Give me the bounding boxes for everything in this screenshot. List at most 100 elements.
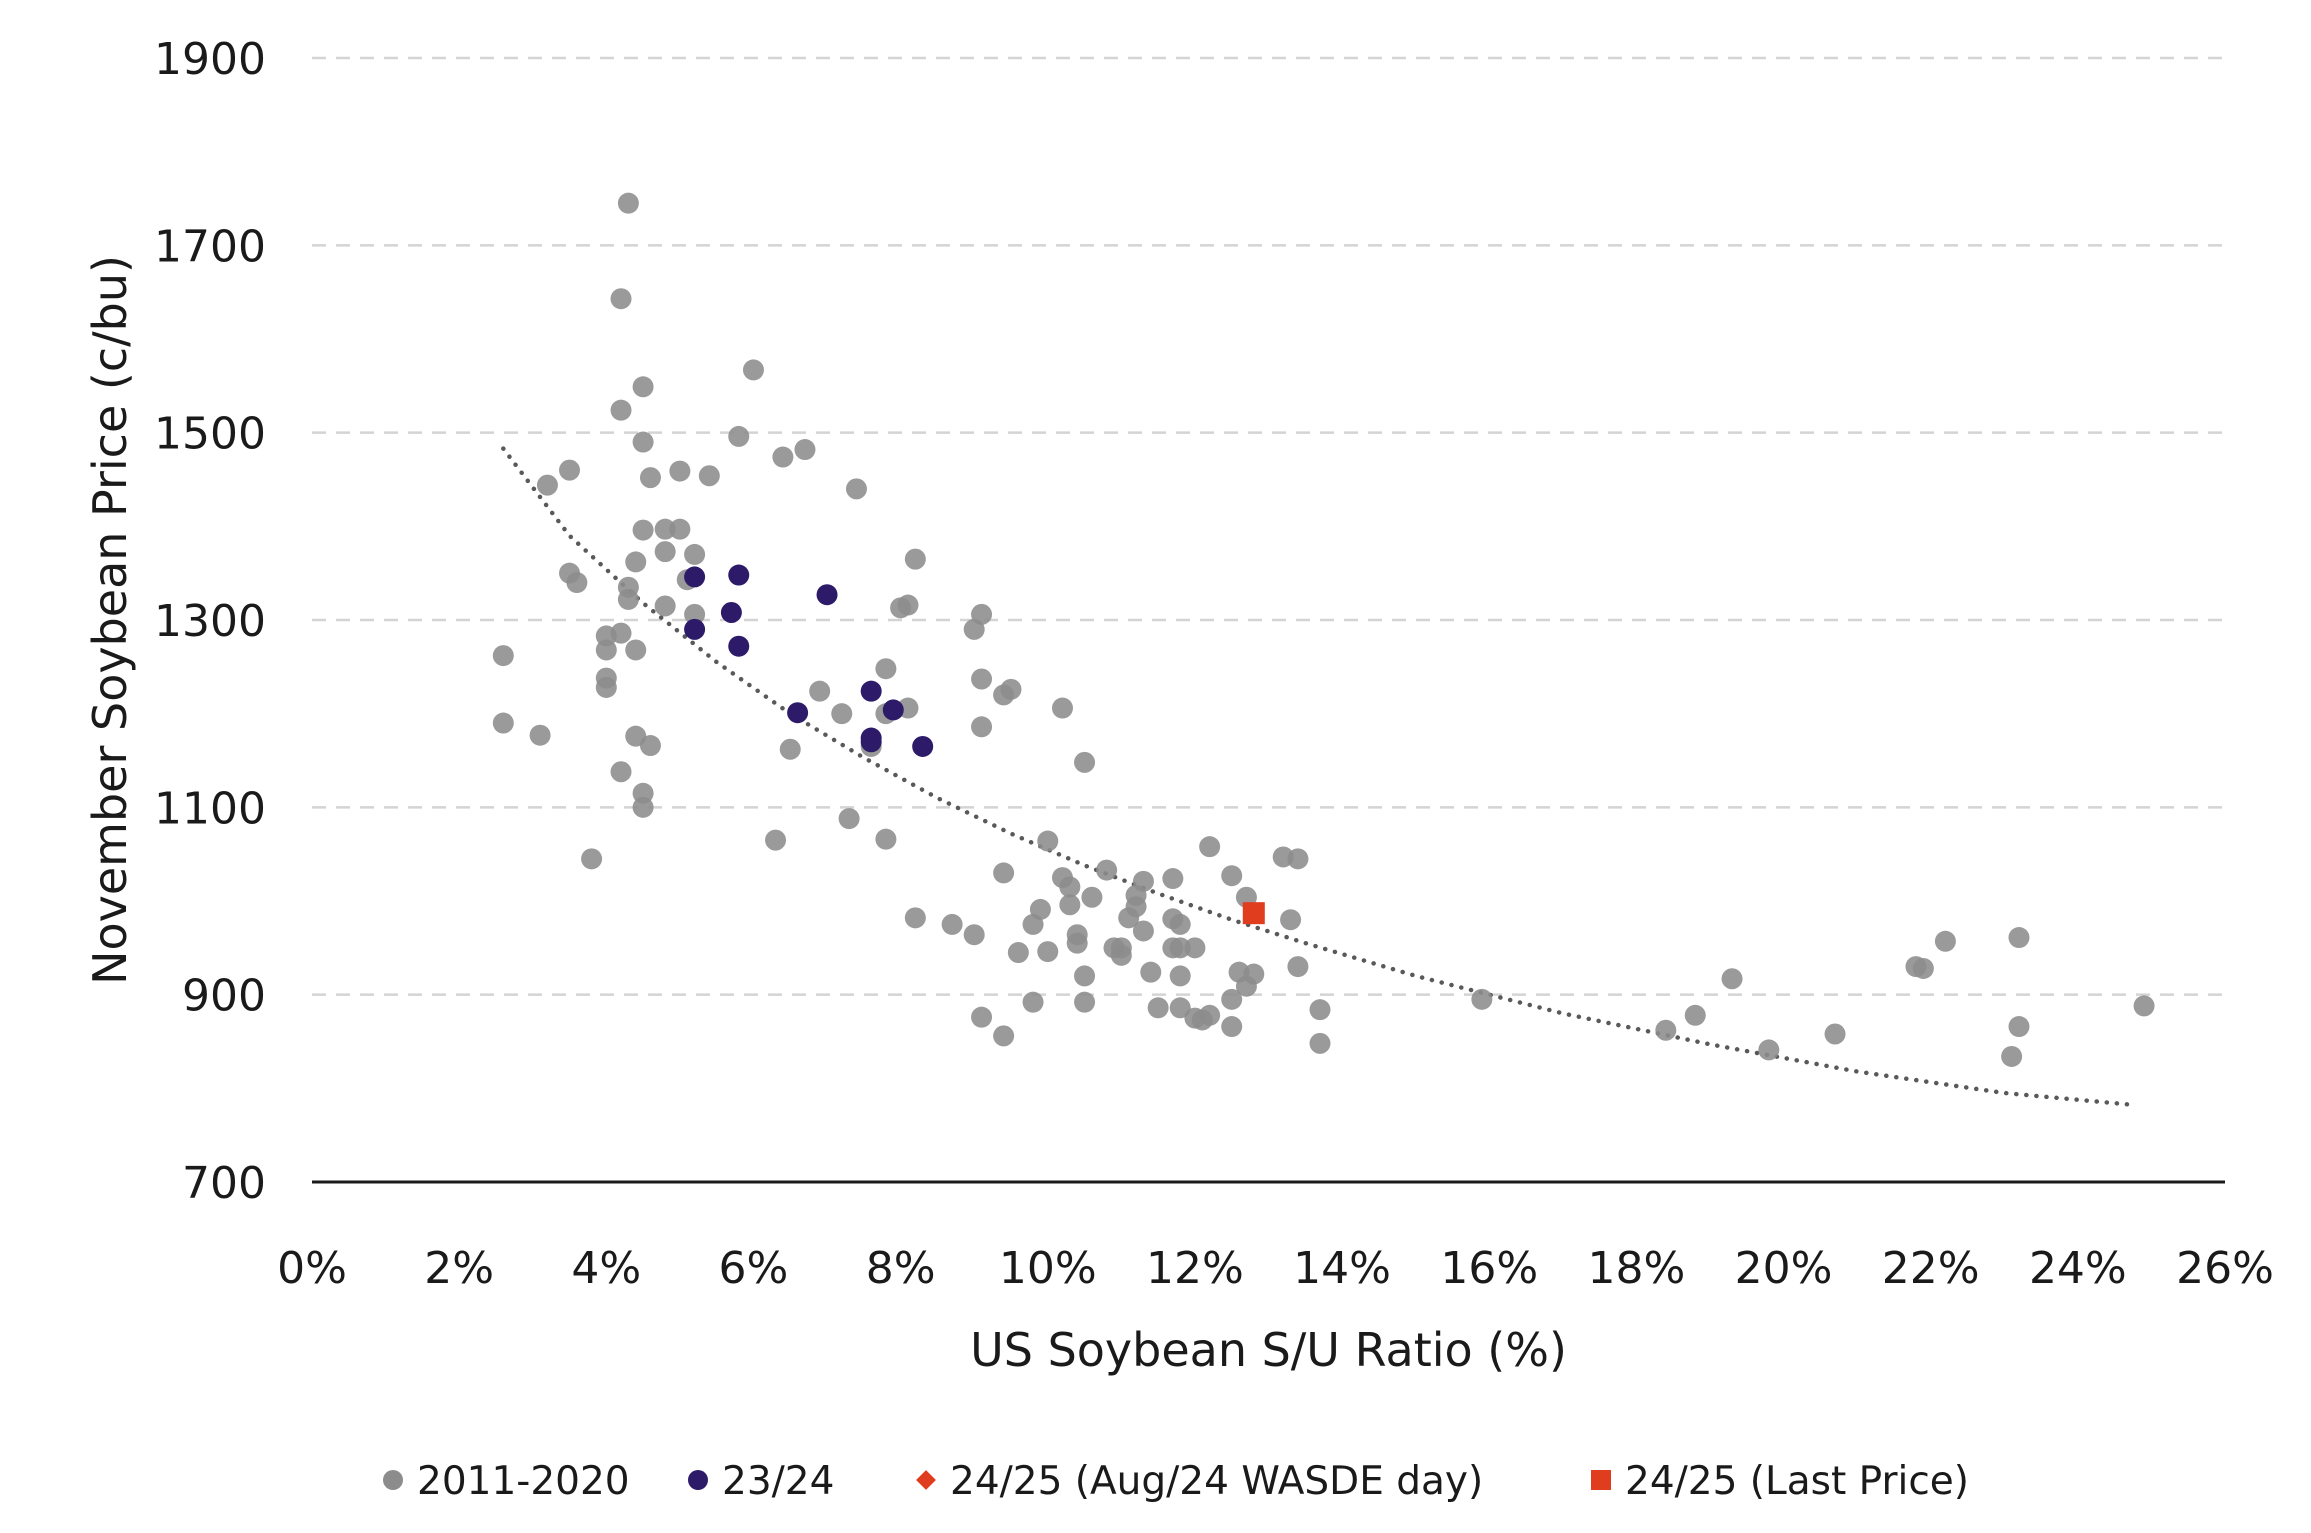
x-tick-label: 14% <box>1293 1243 1391 1294</box>
data-point <box>2008 927 2030 949</box>
data-point <box>1287 848 1309 870</box>
data-point <box>875 658 897 680</box>
data-point <box>1110 944 1132 966</box>
data-point <box>845 478 867 500</box>
data-point <box>639 467 661 489</box>
data-point <box>1471 988 1493 1010</box>
data-point <box>882 699 904 721</box>
data-point <box>2133 995 2155 1017</box>
x-tick-label: 0% <box>277 1243 347 1294</box>
data-point <box>742 359 764 381</box>
data-point <box>971 603 993 625</box>
y-tick-label: 1900 <box>154 34 266 85</box>
data-point <box>1096 859 1118 881</box>
data-point <box>698 465 720 487</box>
data-point <box>904 907 926 929</box>
data-point <box>1081 886 1103 908</box>
data-point <box>728 635 750 657</box>
data-point <box>1824 1023 1846 1045</box>
x-tick-label: 10% <box>999 1243 1097 1294</box>
data-point <box>1140 961 1162 983</box>
x-axis-title: US Soybean S/U Ratio (%) <box>970 1323 1567 1377</box>
data-point <box>1066 932 1088 954</box>
data-point <box>1169 913 1191 935</box>
data-point <box>610 288 632 310</box>
data-point <box>1684 1004 1706 1026</box>
data-point <box>654 595 676 617</box>
data-point <box>632 431 654 453</box>
data-point <box>875 828 897 850</box>
legend: 2011-2020 23/24 24/25 (Aug/24 WASDE day) 24… <box>383 1459 1969 1504</box>
data-point <box>639 735 661 757</box>
data-point <box>720 602 742 624</box>
data-point <box>772 446 794 468</box>
data-point <box>1169 937 1191 959</box>
data-point <box>1243 963 1265 985</box>
data-point <box>617 588 639 610</box>
data-point <box>1029 898 1051 920</box>
data-point <box>904 548 926 570</box>
data-point <box>595 639 617 661</box>
x-tick-label: 4% <box>571 1243 641 1294</box>
data-point <box>1309 1032 1331 1054</box>
data-point <box>1655 1019 1677 1041</box>
data-point <box>860 680 882 702</box>
data-point <box>1169 997 1191 1019</box>
data-point <box>684 618 706 640</box>
legend-label: 24/25 (Aug/24 WASDE day) <box>950 1459 1483 1504</box>
data-point <box>1007 942 1029 964</box>
data-point <box>1184 937 1206 959</box>
data-point <box>993 862 1015 884</box>
legend-label: 23/24 <box>722 1459 834 1504</box>
data-point <box>610 761 632 783</box>
data-point <box>860 731 882 753</box>
x-tick-label: 24% <box>2029 1243 2127 1294</box>
data-point <box>595 676 617 698</box>
data-point <box>625 639 647 661</box>
data-point <box>492 645 514 667</box>
data-point <box>912 735 934 757</box>
data-point <box>1000 678 1022 700</box>
data-point <box>809 680 831 702</box>
axes: 700 900 1100 1300 1500 1700 1900 0% 2% 4% 6% 8% 10% 1… <box>154 34 2274 1294</box>
y-tick-label: 900 <box>182 971 266 1022</box>
data-point <box>1037 830 1059 852</box>
data-point <box>1037 941 1059 963</box>
x-tick-label: 16% <box>1440 1243 1538 1294</box>
data-point <box>529 724 551 746</box>
data-point <box>492 712 514 734</box>
data-point <box>1162 868 1184 890</box>
data-point <box>684 543 706 565</box>
data-point <box>765 829 787 851</box>
data-point <box>941 913 963 935</box>
data-point <box>669 460 691 482</box>
data-point <box>610 399 632 421</box>
data-point <box>728 425 750 447</box>
data-point <box>1221 1016 1243 1038</box>
data-point <box>1022 991 1044 1013</box>
data-point <box>831 703 853 725</box>
data-point <box>1287 956 1309 978</box>
x-tick-label: 2% <box>424 1243 494 1294</box>
data-point <box>1199 1004 1221 1026</box>
legend-marker-diamond <box>916 1470 936 1490</box>
data-point <box>559 459 581 481</box>
data-point <box>1221 988 1243 1010</box>
data-point <box>838 808 860 830</box>
x-tick-label: 8% <box>866 1243 936 1294</box>
data-points <box>492 192 2155 1067</box>
data-point <box>610 622 632 644</box>
data-point <box>993 1025 1015 1047</box>
data-point <box>1132 870 1154 892</box>
data-point <box>1758 1039 1780 1061</box>
data-point <box>1934 930 1956 952</box>
data-point <box>1221 865 1243 887</box>
data-point <box>728 564 750 586</box>
x-tick-label: 18% <box>1587 1243 1685 1294</box>
data-point <box>632 519 654 541</box>
y-tick-label: 1300 <box>154 596 266 647</box>
x-tick-label: 26% <box>2176 1243 2274 1294</box>
data-point <box>2008 1016 2030 1038</box>
data-point <box>816 584 838 606</box>
